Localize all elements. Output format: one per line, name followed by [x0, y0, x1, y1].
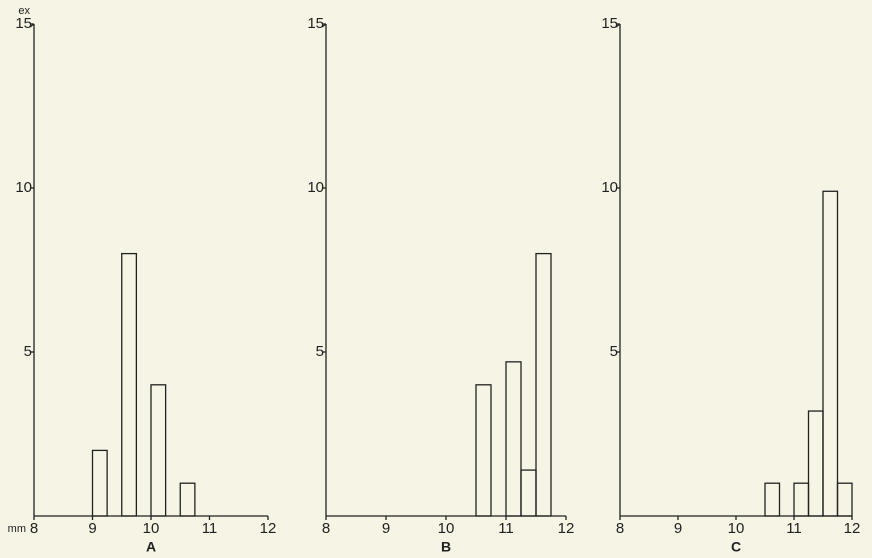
bar [91, 449, 108, 517]
bar [179, 482, 196, 517]
x-tick-label: 12 [844, 520, 861, 537]
bar [764, 482, 781, 517]
x-tick-label: 8 [322, 520, 330, 537]
bar [505, 361, 522, 517]
x-tick-label: 11 [786, 520, 802, 537]
x-tick-label: 12 [260, 520, 277, 537]
y-tick-label: 5 [316, 343, 324, 360]
x-tick-label: 11 [498, 520, 514, 537]
panel-label: A [146, 539, 156, 555]
x-tick-label: 10 [728, 520, 745, 537]
y-tick-label: 5 [610, 343, 618, 360]
x-tick-label: 9 [674, 520, 682, 537]
bar [150, 384, 167, 517]
x-tick-label: 12 [558, 520, 575, 537]
x-tick-label: 10 [438, 520, 455, 537]
bar [535, 252, 552, 517]
bar [475, 384, 492, 517]
bar [822, 190, 839, 517]
x-tick-label: 9 [88, 520, 96, 537]
y-tick-label: 10 [601, 179, 618, 196]
x-axis-label: mm [8, 523, 26, 535]
bar [121, 252, 138, 517]
x-tick-label: 8 [30, 520, 38, 537]
y-tick-label: 10 [15, 179, 32, 196]
y-tick-label: 15 [15, 15, 32, 32]
y-tick-label: 15 [307, 15, 324, 32]
x-tick-label: 8 [616, 520, 624, 537]
y-tick-label: 5 [24, 343, 32, 360]
x-tick-label: 9 [382, 520, 390, 537]
y-axis-label: ex [18, 5, 30, 17]
y-tick-label: 10 [307, 179, 324, 196]
y-tick-label: 15 [601, 15, 618, 32]
x-tick-label: 10 [143, 520, 160, 537]
bar [836, 482, 853, 517]
panel-label: B [441, 539, 451, 555]
panel-label: C [731, 539, 741, 555]
x-tick-label: 11 [202, 520, 218, 537]
